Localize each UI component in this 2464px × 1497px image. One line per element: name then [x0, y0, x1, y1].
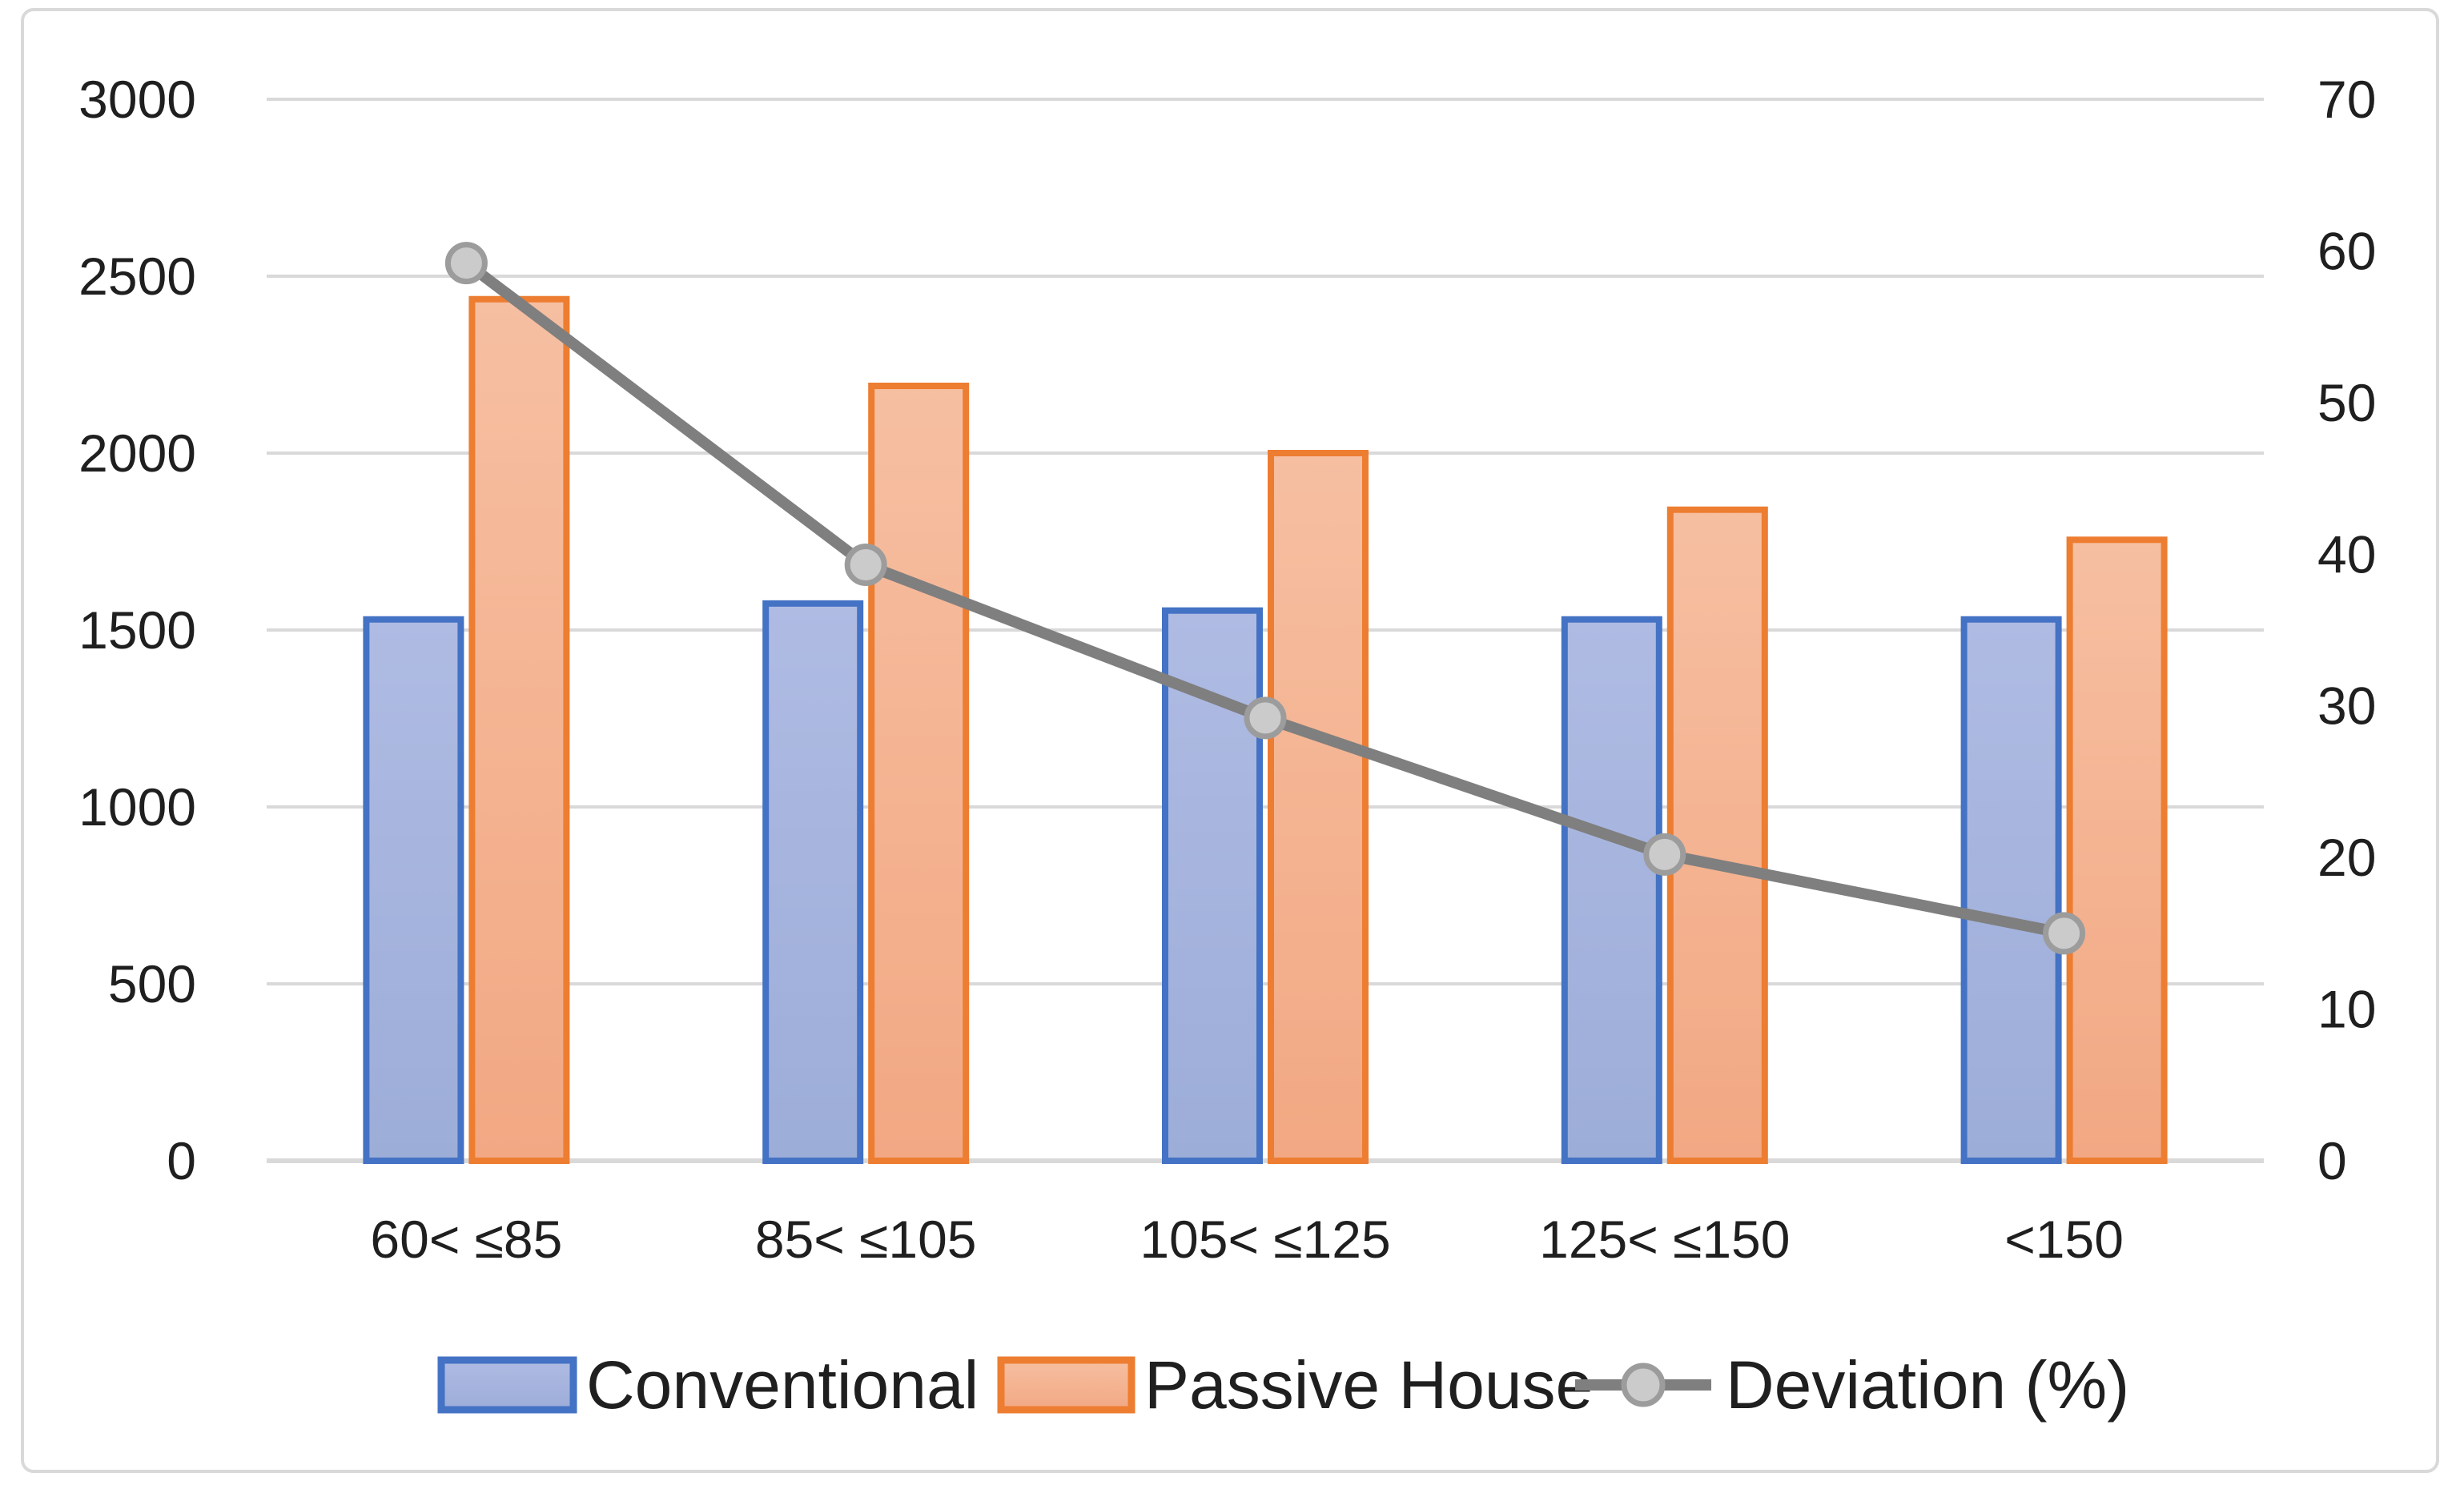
- bar-passive-house: [1268, 450, 1369, 1164]
- legend-swatch-passive-house: [997, 1356, 1136, 1414]
- y-axis-tick-right: 40: [2317, 524, 2376, 584]
- y-axis-tick-left: 2000: [78, 423, 196, 483]
- x-axis-label: <150: [2004, 1210, 2124, 1269]
- y-axis-tick-right: 60: [2317, 221, 2376, 280]
- x-axis-label: 85< ≤105: [755, 1210, 977, 1269]
- y-axis-tick-right: 10: [2317, 980, 2376, 1039]
- legend-marker-deviation: [1621, 1363, 1666, 1407]
- y-axis-tick-left: 1000: [78, 777, 196, 837]
- bar-conventional: [1561, 616, 1662, 1164]
- deviation-marker: [844, 544, 887, 587]
- legend-label-deviation: Deviation (%): [1726, 1347, 2129, 1423]
- bar-passive-house: [1666, 506, 1768, 1164]
- deviation-marker: [444, 242, 488, 285]
- bar-passive-house: [2066, 536, 2168, 1164]
- bar-conventional: [1960, 616, 2062, 1164]
- y-axis-tick-left: 0: [167, 1131, 196, 1190]
- y-axis-tick-left: 500: [108, 954, 196, 1013]
- bar-conventional: [363, 616, 464, 1164]
- y-axis-tick-right: 20: [2317, 828, 2376, 887]
- y-axis-tick-right: 70: [2317, 70, 2376, 129]
- y-axis-tick-left: 2500: [78, 247, 196, 306]
- y-axis-tick-right: 0: [2317, 1131, 2347, 1190]
- x-axis-label: 105< ≤125: [1140, 1210, 1390, 1269]
- x-axis-label: 60< ≤85: [370, 1210, 562, 1269]
- y-axis-tick-left: 3000: [78, 70, 196, 129]
- legend-label-passive-house: Passive House: [1144, 1347, 1593, 1423]
- y-axis-tick-right: 30: [2317, 676, 2376, 736]
- x-axis-label: 125< ≤150: [1539, 1210, 1790, 1269]
- deviation-marker: [1244, 696, 1287, 740]
- bar-passive-house: [868, 383, 970, 1164]
- legend-swatch-conventional: [437, 1356, 577, 1414]
- y-axis-tick-right: 50: [2317, 373, 2376, 432]
- deviation-marker: [1643, 833, 1686, 876]
- y-axis-tick-left: 1500: [78, 600, 196, 660]
- bar-passive-house: [468, 295, 570, 1165]
- deviation-marker: [2043, 912, 2086, 955]
- legend-label-conventional: Conventional: [586, 1347, 979, 1423]
- bar-conventional: [762, 600, 864, 1164]
